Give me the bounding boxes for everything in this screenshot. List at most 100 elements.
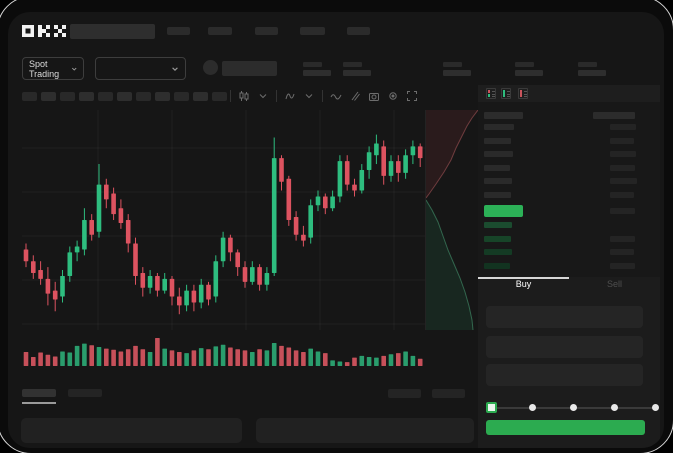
- nav-item-placeholder[interactable]: [300, 27, 325, 35]
- bid-row-price[interactable]: [484, 262, 510, 269]
- last-price-bar[interactable]: [484, 205, 523, 217]
- volume-bar: [388, 354, 394, 366]
- ask-row-price[interactable]: [484, 137, 511, 144]
- volume-bar: [82, 343, 87, 366]
- volume-bar: [52, 356, 58, 366]
- total-input[interactable]: [486, 364, 643, 386]
- ask-row-amount: [610, 124, 636, 130]
- nav-item-placeholder[interactable]: [255, 27, 278, 35]
- volume-bar: [213, 346, 219, 366]
- market-type-dropdown[interactable]: Spot Trading: [22, 57, 84, 80]
- timeframe-button[interactable]: [22, 92, 37, 101]
- volume-bar: [337, 361, 343, 366]
- candle: [169, 275, 175, 306]
- volume-bar: [286, 347, 292, 366]
- nav-item-placeholder[interactable]: [208, 27, 232, 35]
- timeframe-button[interactable]: [98, 92, 113, 101]
- slider-stop[interactable]: [651, 404, 659, 411]
- header-search-placeholder[interactable]: [70, 24, 155, 39]
- volume-bar: [235, 349, 240, 366]
- volume-bar: [133, 345, 138, 366]
- toolbar-separator: [322, 90, 323, 102]
- expand-icon[interactable]: [406, 90, 418, 102]
- chevron-down-icon[interactable]: [303, 90, 315, 102]
- candles-icon[interactable]: [238, 90, 250, 102]
- candle: [96, 164, 102, 238]
- bid-row-price[interactable]: [484, 249, 512, 255]
- bid-row-price[interactable]: [484, 235, 511, 242]
- nav-item-placeholder[interactable]: [167, 27, 190, 35]
- bottom-action-button[interactable]: [388, 389, 421, 398]
- timeframe-button[interactable]: [212, 92, 227, 101]
- candle: [286, 175, 292, 226]
- candle: [162, 273, 167, 294]
- timeframe-button[interactable]: [60, 92, 75, 101]
- candle: [264, 267, 270, 291]
- indicator-icon[interactable]: [284, 90, 296, 102]
- amount-slider[interactable]: [485, 400, 659, 416]
- timeframe-button[interactable]: [155, 92, 170, 101]
- tab-buy[interactable]: Buy: [515, 279, 532, 289]
- pair-dropdown[interactable]: [95, 57, 186, 80]
- volume-bar: [162, 348, 167, 366]
- chevron-down-icon[interactable]: [257, 90, 269, 102]
- candle: [337, 155, 343, 203]
- camera-icon[interactable]: [368, 90, 380, 102]
- candle: [118, 199, 124, 229]
- bottom-tab-active[interactable]: [22, 389, 56, 397]
- slider-stop[interactable]: [528, 404, 536, 411]
- ask-row-amount: [610, 164, 635, 171]
- volume-bar: [279, 345, 284, 366]
- bid-row-price[interactable]: [484, 222, 512, 228]
- candle: [177, 287, 182, 315]
- wave-icon[interactable]: [330, 90, 342, 102]
- settings-icon[interactable]: [387, 90, 399, 102]
- timeframe-button[interactable]: [79, 92, 94, 101]
- timeframe-button[interactable]: [174, 92, 189, 101]
- slider-stop[interactable]: [569, 404, 577, 411]
- amount-input[interactable]: [486, 336, 643, 358]
- book-bids-view-icon[interactable]: [501, 88, 511, 99]
- timeframe-button[interactable]: [193, 92, 208, 101]
- book-asks-view-icon[interactable]: [518, 88, 528, 99]
- ask-row-price[interactable]: [484, 151, 513, 157]
- volume-bar: [169, 350, 175, 366]
- nav-item-placeholder[interactable]: [347, 27, 370, 35]
- candlestick-chart[interactable]: [22, 110, 426, 330]
- volume-bar: [359, 355, 365, 366]
- draw-icon[interactable]: [349, 90, 361, 102]
- volume-bar: [220, 344, 226, 366]
- ask-row-price[interactable]: [484, 178, 512, 184]
- slider-handle[interactable]: [485, 402, 497, 413]
- candle: [206, 281, 211, 306]
- timeframe-button[interactable]: [41, 92, 56, 101]
- bottom-action-button[interactable]: [432, 389, 465, 398]
- volume-bar: [38, 352, 43, 366]
- volume-bar: [23, 352, 29, 366]
- tab-sell[interactable]: Sell: [606, 279, 622, 289]
- volume-bar: [264, 350, 270, 366]
- chart-depth-divider: [425, 110, 426, 330]
- coin-icon: [203, 60, 218, 75]
- ask-row-price[interactable]: [484, 124, 514, 130]
- candle: [228, 234, 233, 262]
- timeframe-button[interactable]: [136, 92, 151, 101]
- candle: [45, 267, 51, 306]
- volume-bar: [242, 350, 248, 366]
- slider-stop[interactable]: [610, 404, 618, 411]
- price-input[interactable]: [486, 306, 643, 328]
- candle: [198, 278, 204, 309]
- volume-bar: [191, 350, 197, 366]
- candle: [67, 246, 73, 282]
- volume-bar: [111, 349, 116, 366]
- ask-row-price[interactable]: [484, 191, 511, 198]
- bottom-tab[interactable]: [68, 389, 102, 397]
- buy-submit-button[interactable]: [486, 420, 645, 435]
- candle: [184, 284, 189, 312]
- candle: [235, 249, 240, 276]
- timeframe-button[interactable]: [117, 92, 132, 101]
- volume-bar: [89, 345, 94, 366]
- ask-row-price[interactable]: [484, 164, 510, 171]
- book-split-view-icon[interactable]: [486, 88, 496, 99]
